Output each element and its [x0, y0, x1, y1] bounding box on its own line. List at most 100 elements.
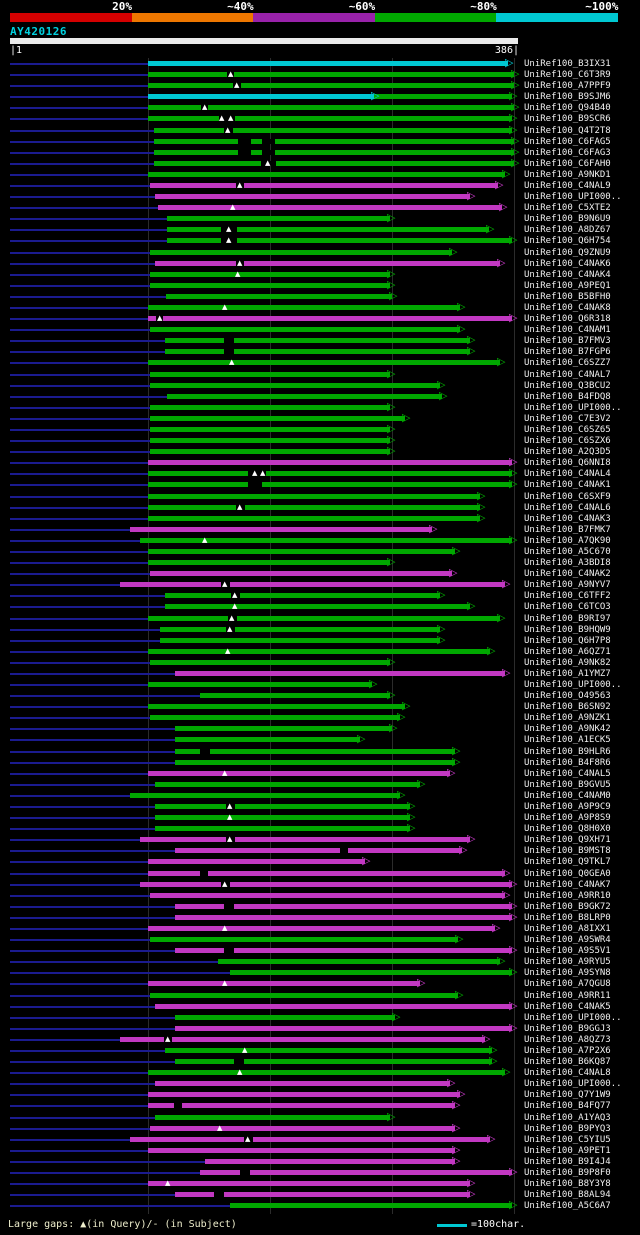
hit-label[interactable]: UniRef100_C4NAK2	[524, 569, 611, 579]
alignment-bar[interactable]	[175, 737, 360, 742]
alignment-bar[interactable]	[165, 604, 470, 609]
alignment-bar[interactable]	[150, 993, 458, 998]
hit-label[interactable]: UniRef100_B9SCR6	[524, 114, 611, 124]
alignment-bar[interactable]	[148, 105, 514, 110]
alignment-bar[interactable]	[148, 471, 512, 476]
alignment-bar[interactable]	[148, 83, 514, 88]
hit-label[interactable]: UniRef100_B9GK72	[524, 902, 611, 912]
alignment-bar[interactable]	[175, 904, 512, 909]
alignment-bar[interactable]	[155, 782, 420, 787]
hit-label[interactable]: UniRef100_C4NAK4	[524, 270, 611, 280]
hit-label[interactable]: UniRef100_C6TCO3	[524, 602, 611, 612]
hit-label[interactable]: UniRef100_A9RR11	[524, 991, 611, 1001]
alignment-bar[interactable]	[175, 848, 462, 853]
hit-label[interactable]: UniRef100_C6T3R9	[524, 70, 611, 80]
hit-label[interactable]: UniRef100_A1YAQ3	[524, 1113, 611, 1123]
hit-label[interactable]: UniRef100_A5C6A7	[524, 1201, 611, 1211]
alignment-bar[interactable]	[150, 372, 390, 377]
hit-label[interactable]: UniRef100_Q94B40	[524, 103, 611, 113]
hit-label[interactable]: UniRef100_B9PYQ3	[524, 1124, 611, 1134]
hit-label[interactable]: UniRef100_Q0GEA0	[524, 869, 611, 879]
hit-label[interactable]: UniRef100_C6FAH0	[524, 159, 611, 169]
hit-label[interactable]: UniRef100_B3IX31	[524, 59, 611, 69]
hit-label[interactable]: UniRef100_Q9TKL7	[524, 857, 611, 867]
hit-label[interactable]: UniRef100_A3BDI8	[524, 558, 611, 568]
alignment-bar[interactable]	[150, 427, 390, 432]
alignment-bar[interactable]	[166, 294, 392, 299]
hit-label[interactable]: UniRef100_A1YMZ7	[524, 669, 611, 679]
alignment-bar[interactable]	[140, 538, 512, 543]
hit-label[interactable]: UniRef100_A9S5V1	[524, 946, 611, 956]
hit-label[interactable]: UniRef100_A9PEQ1	[524, 281, 611, 291]
alignment-bar[interactable]	[148, 61, 508, 66]
hit-label[interactable]: UniRef100_B9GVU5	[524, 780, 611, 790]
alignment-bar[interactable]	[165, 338, 470, 343]
alignment-bar[interactable]	[148, 116, 512, 121]
alignment-bar[interactable]	[148, 616, 500, 621]
hit-label[interactable]: UniRef100_B7FGP6	[524, 347, 611, 357]
hit-label[interactable]: UniRef100_B9P8F0	[524, 1168, 611, 1178]
hit-label[interactable]: UniRef100_Q6NNI8	[524, 458, 611, 468]
hit-label[interactable]: UniRef100_Q4T2T8	[524, 126, 611, 136]
alignment-bar[interactable]	[148, 549, 455, 554]
alignment-bar[interactable]	[148, 1070, 505, 1075]
alignment-bar[interactable]	[155, 261, 500, 266]
alignment-bar[interactable]	[154, 128, 512, 133]
hit-label[interactable]: UniRef100_A6QZ71	[524, 647, 611, 657]
hit-label[interactable]: UniRef100_A7P2X6	[524, 1046, 611, 1056]
hit-label[interactable]: UniRef100_C6FAG5	[524, 137, 611, 147]
alignment-bar[interactable]	[148, 482, 512, 487]
alignment-bar[interactable]	[167, 238, 512, 243]
alignment-bar[interactable]	[175, 948, 512, 953]
hit-label[interactable]: UniRef100_A9SYN8	[524, 968, 611, 978]
alignment-bar[interactable]	[155, 804, 410, 809]
hit-label[interactable]: UniRef100_A8IXX1	[524, 924, 611, 934]
alignment-bar[interactable]	[150, 383, 440, 388]
hit-label[interactable]: UniRef100_A2Q3D5	[524, 447, 611, 457]
hit-label[interactable]: UniRef100_B9RI97	[524, 614, 611, 624]
alignment-bar[interactable]	[150, 416, 405, 421]
hit-label[interactable]: UniRef100_A9NK42	[524, 724, 611, 734]
hit-label[interactable]: UniRef100_C4NAK8	[524, 303, 611, 313]
alignment-bar[interactable]	[148, 172, 505, 177]
hit-label[interactable]: UniRef100_Q6H7P8	[524, 636, 611, 646]
alignment-bar[interactable]	[130, 527, 432, 532]
alignment-bar[interactable]	[155, 1081, 450, 1086]
hit-label[interactable]: UniRef100_C4NAL8	[524, 1068, 611, 1078]
hit-label[interactable]: UniRef100_C6TFF2	[524, 591, 611, 601]
alignment-bar[interactable]	[150, 183, 498, 188]
alignment-bar[interactable]	[160, 638, 440, 643]
alignment-bar[interactable]	[175, 760, 455, 765]
hit-label[interactable]: UniRef100_A9PET1	[524, 1146, 611, 1156]
hit-label[interactable]: UniRef100_Q6R318	[524, 314, 611, 324]
hit-label[interactable]: UniRef100_A9NK82	[524, 658, 611, 668]
hit-label[interactable]: UniRef100_A9SWR4	[524, 935, 611, 945]
hit-label[interactable]: UniRef100_B4FDQ8	[524, 392, 611, 402]
alignment-bar[interactable]	[130, 1137, 490, 1142]
hit-label[interactable]: UniRef100_A7PPF9	[524, 81, 611, 91]
hit-label[interactable]: UniRef100_B9N6U9	[524, 214, 611, 224]
alignment-bar[interactable]	[160, 627, 440, 632]
alignment-bar[interactable]	[155, 826, 410, 831]
hit-label[interactable]: UniRef100_C6SZ65	[524, 425, 611, 435]
hit-label[interactable]: UniRef100_A9P9C9	[524, 802, 611, 812]
hit-label[interactable]: UniRef100_C4NAM0	[524, 791, 611, 801]
alignment-bar[interactable]	[155, 1004, 512, 1009]
alignment-bar[interactable]	[150, 715, 400, 720]
alignment-bar[interactable]	[175, 749, 455, 754]
hit-label[interactable]: UniRef100_UPI000..	[524, 403, 622, 413]
alignment-bar[interactable]	[148, 871, 505, 876]
hit-label[interactable]: UniRef100_C4NAK5	[524, 1002, 611, 1012]
hit-label[interactable]: UniRef100_UPI000..	[524, 1079, 622, 1089]
hit-label[interactable]: UniRef100_B8AL94	[524, 1190, 611, 1200]
hit-label[interactable]: UniRef100_B6SN92	[524, 702, 611, 712]
hit-label[interactable]: UniRef100_B7FMK7	[524, 525, 611, 535]
hit-label[interactable]: UniRef100_A8DZ67	[524, 225, 611, 235]
alignment-bar[interactable]	[148, 981, 420, 986]
alignment-bar[interactable]	[148, 1092, 460, 1097]
alignment-bar[interactable]	[148, 516, 480, 521]
alignment-bar[interactable]	[148, 1103, 455, 1108]
hit-label[interactable]: UniRef100_B4F8R6	[524, 758, 611, 768]
alignment-bar[interactable]	[200, 693, 390, 698]
hit-label[interactable]: UniRef100_C4NAK1	[524, 480, 611, 490]
